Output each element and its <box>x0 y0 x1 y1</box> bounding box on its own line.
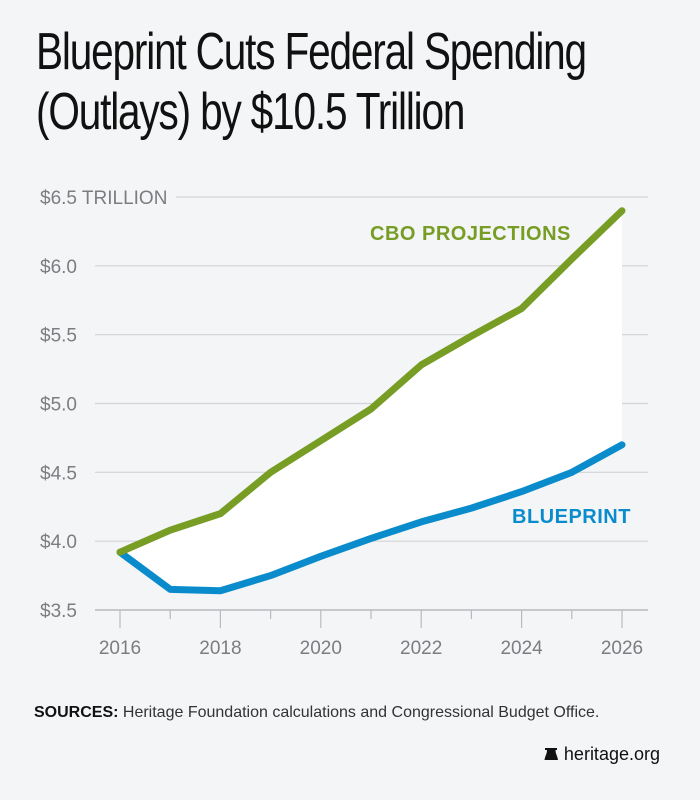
x-tick-label: 2026 <box>601 638 643 659</box>
chart-title: Blueprint Cuts Federal Spending (Outlays… <box>36 22 587 142</box>
liberty-bell-icon <box>544 748 558 760</box>
x-tick-label: 2020 <box>300 638 342 659</box>
x-axis-ticks <box>119 610 623 628</box>
series-lines <box>116 207 626 595</box>
blueprint-line <box>116 441 626 595</box>
sources-note: SOURCES: Heritage Foundation calculation… <box>34 704 599 722</box>
title-line-1: Blueprint Cuts Federal Spending <box>36 23 587 81</box>
site-attribution: heritage.org <box>544 744 660 765</box>
cbo-series-label: CBO PROJECTIONS <box>370 223 571 245</box>
x-axis-labels: 2016 2018 2020 2022 2024 2026 <box>99 638 643 659</box>
blueprint-series-label: BLUEPRINT <box>512 506 631 528</box>
line-chart: $3.5 $4.0 $4.5 $5.0 $5.5 $6.0 $6.5 TRILLION 20… <box>40 188 648 659</box>
y-tick-label: $5.5 <box>40 326 77 347</box>
y-tick-label: $6.0 <box>40 257 77 278</box>
title-line-2: (Outlays) by $10.5 Trillion <box>36 83 465 141</box>
y-tick-label: $6.5 TRILLION <box>40 188 167 209</box>
cbo-line <box>116 207 626 556</box>
y-tick-label: $5.0 <box>40 395 77 416</box>
sources-label: SOURCES: <box>34 704 119 721</box>
sources-text: Heritage Foundation calculations and Con… <box>118 704 600 721</box>
x-tick-label: 2022 <box>400 638 442 659</box>
savings-area <box>120 210 622 591</box>
y-tick-label: $4.0 <box>40 532 77 553</box>
y-tick-label: $3.5 <box>40 601 77 622</box>
site-url: heritage.org <box>563 744 660 764</box>
x-tick-label: 2024 <box>500 638 543 659</box>
y-axis-labels: $3.5 $4.0 $4.5 $5.0 $5.5 $6.0 $6.5 TRILLION <box>40 188 167 622</box>
x-tick-label: 2018 <box>199 638 241 659</box>
y-tick-label: $4.5 <box>40 463 77 484</box>
x-tick-label: 2016 <box>99 638 141 659</box>
